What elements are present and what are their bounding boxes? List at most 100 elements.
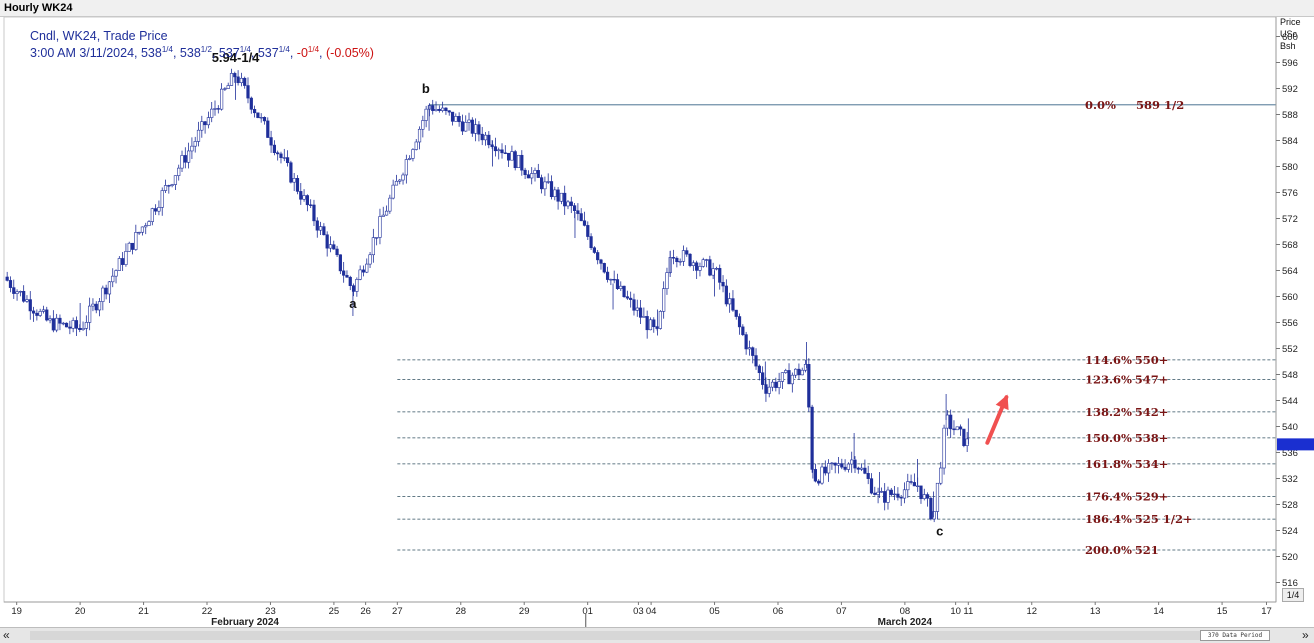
candle-body: [629, 297, 633, 300]
candle-body: [130, 242, 135, 250]
price-axis: Price USc Bsh 516 520 524 528 532 536 540 544 548 55…: [1275, 17, 1314, 602]
wave-label: c: [936, 524, 943, 539]
candle-body: [886, 489, 890, 503]
candle-body: [579, 213, 583, 222]
candle-body: [467, 119, 471, 123]
candle-body: [94, 303, 98, 311]
candle-body: [906, 481, 910, 491]
data-period-box[interactable]: 370 Data Period: [1200, 630, 1270, 641]
fib-price-label: 538+: [1135, 431, 1169, 445]
candle-body: [919, 485, 923, 499]
candle-body: [150, 208, 154, 222]
x-tick-label: 20: [75, 606, 86, 617]
candle-body: [751, 347, 755, 356]
candle-body: [807, 364, 811, 408]
candle-body: [276, 152, 280, 155]
candle-body: [384, 210, 389, 216]
candle-body: [358, 269, 362, 280]
candle-body: [774, 381, 778, 388]
candle-body: [272, 144, 276, 154]
legend-change-pct: (-0.05%): [322, 46, 374, 61]
legend-low: 537: [215, 46, 240, 61]
candle-body: [487, 134, 491, 146]
candle-body: [549, 181, 554, 198]
candle-body: [450, 111, 455, 122]
candle-body: [285, 157, 290, 164]
candle-body: [477, 124, 481, 135]
y-tick-label: 560: [1282, 292, 1298, 303]
candle-body: [846, 463, 851, 470]
candle-body: [622, 285, 626, 297]
candle-body: [256, 112, 260, 118]
candle-body: [163, 185, 168, 191]
candle-body: [652, 319, 656, 328]
candle-body: [770, 381, 775, 388]
candle-body: [876, 491, 880, 495]
candle-body: [883, 491, 887, 503]
candle-body: [569, 201, 573, 206]
candle-body: [833, 462, 837, 466]
legend-sep: ,: [250, 46, 255, 61]
candle-body: [556, 189, 560, 202]
candle-body: [596, 252, 600, 261]
time-axis: 19 20 21 22 23 25 26 27 28 29 01 03 04 05 06 07 08 10 11 12…: [4, 601, 1276, 628]
candle-body: [140, 226, 145, 233]
legend-open: 538: [137, 46, 162, 61]
candle-body: [41, 309, 46, 312]
candle-body: [662, 288, 666, 312]
candle-body: [15, 291, 19, 294]
candle-body: [820, 466, 824, 484]
candle-body: [586, 225, 590, 237]
candle-body: [160, 190, 164, 208]
candle-body: [718, 268, 722, 283]
candle-body: [58, 317, 62, 324]
candle-body: [645, 316, 649, 331]
candle-body: [784, 370, 788, 373]
candle-body: [516, 154, 521, 169]
scroll-bar[interactable]: « 370 Data Period »: [0, 627, 1314, 643]
price-axis-bg: [1276, 17, 1314, 602]
candle-body: [572, 205, 577, 212]
fib-ratio-label: 186.4%: [1085, 512, 1132, 526]
scroll-right-icon[interactable]: »: [1302, 628, 1309, 642]
candle-body: [520, 154, 524, 171]
candle-body: [282, 157, 286, 159]
legend-sep: ,: [172, 46, 177, 61]
candle-body: [949, 414, 953, 430]
candle-body: [536, 170, 540, 178]
candle-body: [767, 386, 771, 394]
fib-ratio-label: 200.0%: [1085, 543, 1132, 557]
candle-body: [464, 121, 468, 132]
candle-body: [127, 242, 131, 252]
candle-body: [243, 77, 247, 86]
candle-body: [500, 149, 504, 154]
candle-body: [747, 347, 752, 350]
candle-body: [417, 128, 422, 143]
fib-ratio-label: 0.0%: [1085, 98, 1116, 112]
title-bar: Hourly WK24: [0, 0, 1314, 17]
x-tick-label: 07: [836, 606, 847, 617]
fib-price-label: 534+: [1135, 457, 1169, 471]
x-tick-label: 05: [709, 606, 720, 617]
y-tick-label: 568: [1282, 240, 1298, 251]
zoom-control[interactable]: 1/4: [1282, 588, 1304, 602]
scroll-track[interactable]: [30, 631, 1270, 640]
candle-body: [599, 259, 603, 264]
x-tick-label: 25: [329, 606, 340, 617]
candle-body: [480, 133, 484, 141]
candle-body: [665, 272, 669, 290]
candle-body: [226, 85, 230, 89]
candle-body: [371, 237, 375, 256]
scroll-left-icon[interactable]: «: [3, 628, 10, 642]
candle-body: [794, 368, 798, 376]
candle-body: [563, 192, 567, 207]
candle-body: [853, 459, 857, 469]
candlestick-series: [5, 68, 969, 523]
candle-body: [757, 365, 761, 374]
candle-body: [302, 195, 306, 200]
candle-body: [695, 262, 699, 271]
candle-body: [912, 482, 916, 487]
candle-body: [97, 301, 102, 311]
candle-body: [741, 326, 745, 335]
